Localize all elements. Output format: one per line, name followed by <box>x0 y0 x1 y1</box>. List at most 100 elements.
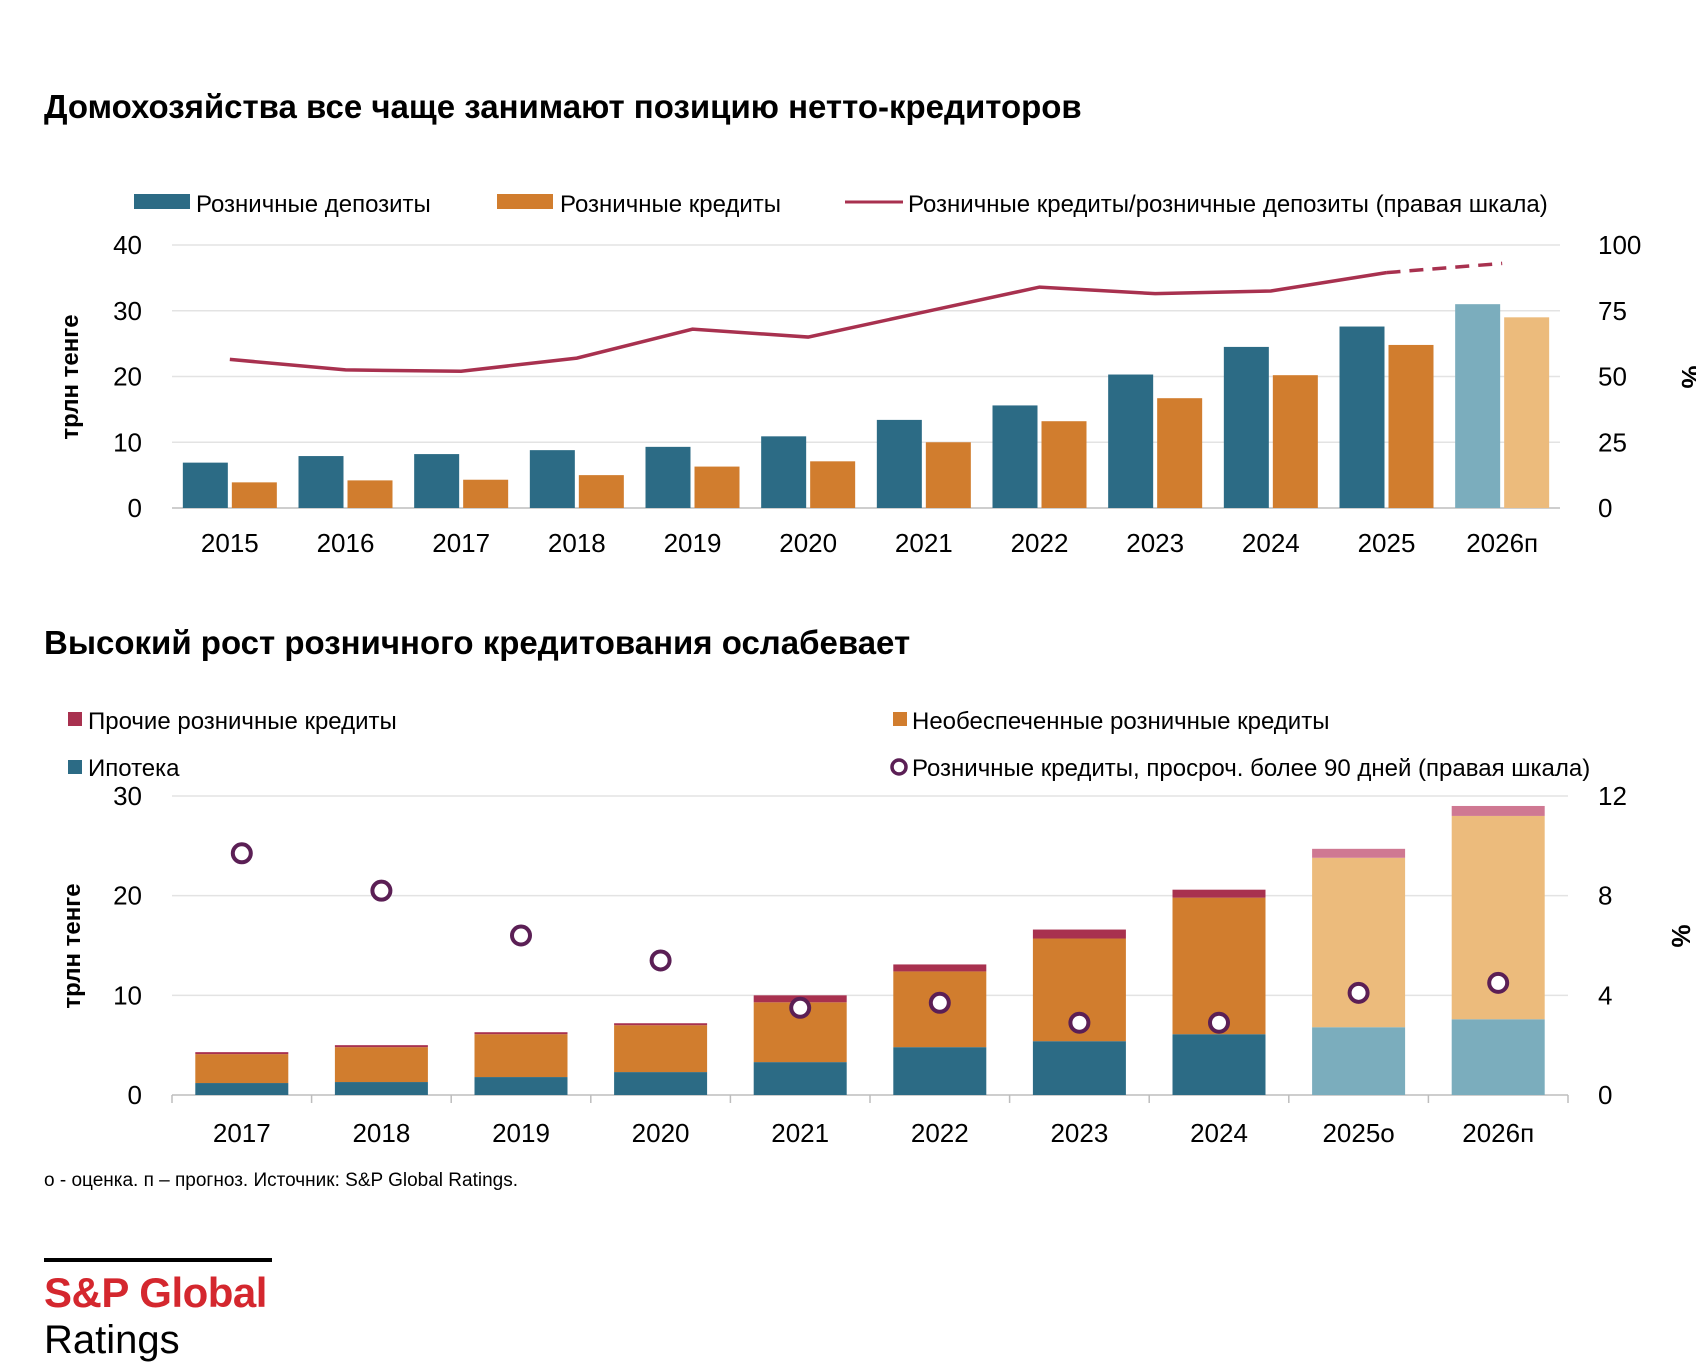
bar-deposits <box>1108 374 1154 508</box>
x-tick-label: 2021 <box>771 1118 829 1148</box>
x-tick-label: 2017 <box>213 1118 271 1148</box>
npl-point <box>1208 1011 1230 1034</box>
y2-tick-label: 4 <box>1598 980 1612 1010</box>
x-tick-label: 2026п <box>1466 528 1538 558</box>
npl-point <box>510 924 532 947</box>
bar-other <box>1451 805 1545 816</box>
bar-mortgage <box>334 1082 428 1095</box>
npl-point <box>230 842 253 865</box>
y-tick-label: 0 <box>128 493 142 523</box>
bar-other <box>614 1023 708 1026</box>
bar-other <box>1172 889 1266 898</box>
legend-label-mortgage: Ипотека <box>88 755 180 782</box>
legend-label-loans: Розничные кредиты <box>560 191 781 218</box>
bar-mortgage <box>1172 1034 1266 1095</box>
bar-mortgage <box>195 1083 289 1095</box>
bar-other <box>1312 848 1406 858</box>
npl-point <box>928 991 951 1014</box>
y-axis-label: трлн тенге <box>57 314 84 439</box>
chart2-svg: Прочие розничные кредиты Необеспеченные р… <box>59 708 1696 1148</box>
npl-point <box>1347 981 1370 1004</box>
bar-unsecured <box>614 1025 708 1073</box>
bar-other <box>334 1045 428 1048</box>
npl-point <box>789 996 812 1019</box>
bar-other <box>893 964 987 972</box>
legend-label-ratio: Розничные кредиты/розничные депозиты (пр… <box>908 191 1548 218</box>
legend-label-other: Прочие розничные кредиты <box>88 708 397 735</box>
sp-global-logo: S&P Global Ratings <box>44 1258 274 1360</box>
npl-point <box>1487 971 1510 994</box>
x-tick-label: 2018 <box>352 1118 410 1148</box>
x-tick-label: 2024 <box>1190 1118 1248 1148</box>
bar-unsecured <box>334 1047 428 1083</box>
bar-loans <box>1272 375 1318 508</box>
bar-mortgage <box>474 1077 568 1095</box>
y-tick-label: 0 <box>128 1080 142 1110</box>
bar-loans <box>925 442 971 508</box>
chart2-title: Высокий рост розничного кредитования осл… <box>44 624 911 661</box>
y2-axis-label: % <box>1676 365 1696 388</box>
x-tick-label: 2019 <box>664 528 722 558</box>
bar-loans <box>347 480 393 508</box>
bar-mortgage <box>1312 1027 1406 1095</box>
x-tick-label: 2019 <box>492 1118 550 1148</box>
legend-swatch-unsecured <box>893 712 907 726</box>
y-tick-label: 40 <box>113 230 142 260</box>
chart1-svg: Розничные депозиты Розничные кредиты Розни… <box>57 191 1696 558</box>
bar-loans <box>810 461 856 508</box>
x-tick-label: 2025 <box>1358 528 1416 558</box>
y-tick-label: 10 <box>113 427 142 457</box>
bar-loans <box>463 479 509 508</box>
x-tick-label: 2017 <box>432 528 490 558</box>
logo-bar <box>44 1258 272 1262</box>
y2-tick-label: 0 <box>1598 493 1612 523</box>
bar-loans <box>1157 398 1203 508</box>
y-tick-label: 30 <box>113 296 142 326</box>
bar-deposits <box>414 454 460 508</box>
y-tick-label: 20 <box>113 881 142 911</box>
x-tick-label: 2024 <box>1242 528 1300 558</box>
y2-tick-label: 8 <box>1598 881 1612 911</box>
ratio-line-forecast <box>1386 261 1503 275</box>
ratio-line <box>229 270 1387 373</box>
x-tick-label: 2015 <box>201 528 259 558</box>
legend-label-npl: Розничные кредиты, просроч. более 90 дне… <box>912 755 1590 782</box>
bar-other <box>1032 929 1126 939</box>
y-axis-label: трлн тенге <box>59 883 86 1008</box>
bar-mortgage <box>1451 1019 1545 1095</box>
y-tick-label: 20 <box>113 362 142 392</box>
bar-mortgage <box>753 1062 847 1095</box>
y2-tick-label: 25 <box>1598 427 1627 457</box>
y2-tick-label: 100 <box>1598 230 1641 260</box>
legend-swatch-loans <box>497 194 553 209</box>
x-tick-label: 2022 <box>1011 528 1069 558</box>
y2-axis-label: % <box>1666 924 1696 947</box>
bar-unsecured <box>1172 897 1266 1035</box>
x-tick-label: 2020 <box>779 528 837 558</box>
bar-deposits <box>645 446 691 508</box>
legend-label-deposits: Розничные депозиты <box>196 191 431 218</box>
y2-tick-label: 12 <box>1598 781 1627 811</box>
bar-loans <box>1388 344 1434 508</box>
bar-loans <box>694 466 740 508</box>
bar-unsecured <box>195 1054 289 1084</box>
logo-line1: S&P Global <box>44 1269 267 1316</box>
footnote: о - оценка. п – прогноз. Источник: S&P G… <box>44 1170 519 1191</box>
bar-deposits <box>761 436 807 508</box>
bar-deposits <box>529 450 575 508</box>
bar-unsecured <box>474 1034 568 1078</box>
bar-other <box>474 1032 568 1035</box>
bar-mortgage <box>893 1047 987 1095</box>
bar-loans <box>1041 421 1087 508</box>
bar-deposits <box>876 419 922 508</box>
npl-point <box>370 879 393 902</box>
npl-point <box>1068 1011 1091 1034</box>
bar-deposits <box>298 456 344 508</box>
bar-loans <box>578 475 624 508</box>
npl-point <box>649 949 672 972</box>
chart1-title: Домохозяйства все чаще занимают позицию … <box>44 88 1082 125</box>
y2-tick-label: 75 <box>1598 296 1627 326</box>
bar-deposits <box>992 405 1038 508</box>
x-tick-label: 2021 <box>895 528 953 558</box>
logo-line2: Ratings <box>44 1318 180 1362</box>
